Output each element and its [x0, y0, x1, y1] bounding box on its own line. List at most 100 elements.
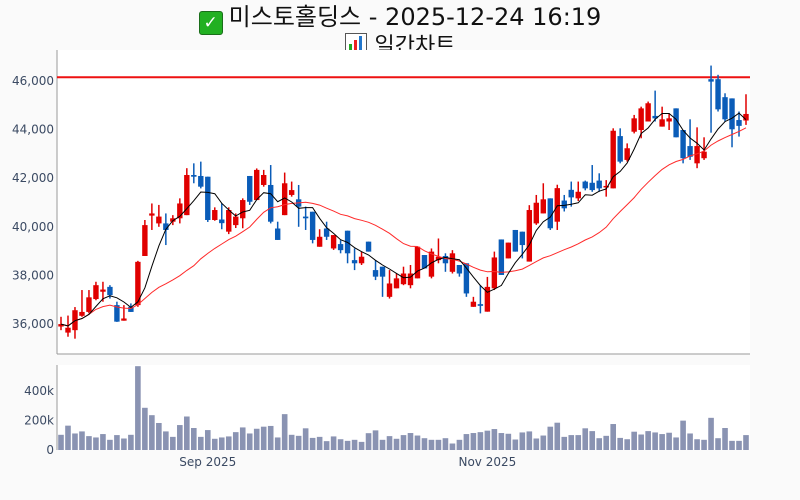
- volume-bar: [163, 431, 169, 450]
- candle-body: [212, 210, 218, 220]
- volume-bar: [184, 416, 190, 450]
- candle-body: [58, 324, 64, 327]
- volume-bar: [694, 439, 700, 450]
- candle-up: [694, 127, 700, 169]
- volume-bar: [281, 414, 288, 450]
- candle-down: [729, 98, 735, 148]
- candle-body: [100, 289, 106, 292]
- candle-down: [477, 285, 484, 314]
- candle-down: [309, 211, 316, 244]
- candle-body: [666, 118, 672, 122]
- candle-body: [463, 263, 470, 294]
- volume-bar: [79, 431, 85, 450]
- volume-bar: [498, 433, 505, 450]
- volume-bar: [526, 431, 533, 450]
- candle-body: [351, 260, 358, 264]
- ma20-line: [60, 127, 747, 327]
- candle-body: [428, 251, 435, 277]
- volume-bar: [400, 435, 407, 450]
- price-tick-label: 40,000: [12, 220, 54, 234]
- volume-bar: [736, 440, 742, 450]
- volume-bar: [330, 436, 337, 450]
- candle-down: [512, 229, 519, 252]
- candle-body: [407, 273, 414, 286]
- volume-bar: [449, 443, 456, 450]
- volume-bar: [142, 407, 148, 450]
- volume-bar: [470, 433, 477, 450]
- candle-body: [240, 200, 246, 219]
- candle-up: [58, 316, 64, 331]
- candle-body: [302, 216, 309, 219]
- volume-bar: [631, 431, 637, 450]
- candle-down: [302, 206, 309, 230]
- candle-up: [358, 251, 365, 265]
- candle-body: [274, 228, 281, 240]
- volume-bar: [197, 436, 204, 450]
- volume-bar: [107, 439, 113, 450]
- candle-body: [107, 286, 113, 296]
- candle-up: [393, 273, 400, 289]
- candle-body: [477, 304, 484, 306]
- candle-body: [491, 257, 498, 289]
- volume-bar: [93, 437, 99, 450]
- candle-up: [149, 203, 155, 230]
- volume-bar: [225, 436, 232, 450]
- candle-down: [323, 221, 330, 240]
- volume-bar: [722, 428, 728, 450]
- candle-body: [379, 266, 386, 277]
- candle-body: [414, 246, 421, 279]
- candle-down: [219, 203, 225, 230]
- volume-bar: [533, 438, 540, 450]
- candle-body: [722, 97, 728, 120]
- volume-bar: [491, 429, 498, 450]
- candle-up: [254, 168, 260, 201]
- candle-up: [610, 128, 616, 189]
- volume-bar: [407, 433, 414, 450]
- candle-body: [128, 306, 134, 312]
- volume-bar: [463, 434, 470, 450]
- volume-bar: [743, 435, 749, 450]
- volume-bar: [645, 431, 651, 450]
- volume-bar: [617, 437, 623, 450]
- volume-bar: [365, 433, 372, 450]
- volume-bar: [274, 437, 281, 450]
- candle-up: [400, 266, 407, 286]
- candle-body: [729, 98, 735, 130]
- candle-down: [582, 180, 588, 191]
- volume-bar: [701, 439, 707, 450]
- volume-bar: [414, 435, 421, 450]
- candle-down: [114, 301, 120, 322]
- volume-bar: [177, 425, 183, 450]
- candle-up: [135, 260, 141, 307]
- candle-up: [470, 296, 477, 307]
- volume-bar: [114, 435, 120, 450]
- volume-bar: [86, 436, 92, 450]
- volume-bar: [211, 438, 218, 450]
- candle-body: [596, 180, 602, 189]
- volume-bar: [358, 441, 365, 450]
- candle-down: [247, 175, 253, 205]
- volume-bar: [128, 434, 134, 450]
- volume-bar: [156, 422, 162, 450]
- candle-body: [708, 79, 714, 82]
- candle-up: [554, 184, 560, 230]
- candle-down: [372, 260, 379, 281]
- candle-down: [652, 90, 658, 122]
- candle-body: [533, 202, 540, 224]
- title-text: 미스토홀딩스 - 2025-12-24 16:19: [228, 3, 602, 31]
- candle-up: [240, 198, 246, 229]
- candle-body: [226, 210, 232, 232]
- candle-up: [505, 242, 512, 259]
- volume-bar: [428, 439, 435, 450]
- candle-body: [470, 301, 477, 307]
- date-tick-label: Sep 2025: [179, 455, 236, 469]
- volume-bar: [65, 425, 71, 450]
- candle-up: [79, 290, 85, 317]
- candle-body: [456, 264, 463, 274]
- candle-up: [386, 270, 393, 299]
- candle-up: [666, 113, 672, 131]
- candle-body: [421, 255, 428, 269]
- candle-body: [743, 113, 749, 121]
- candle-down: [198, 161, 204, 189]
